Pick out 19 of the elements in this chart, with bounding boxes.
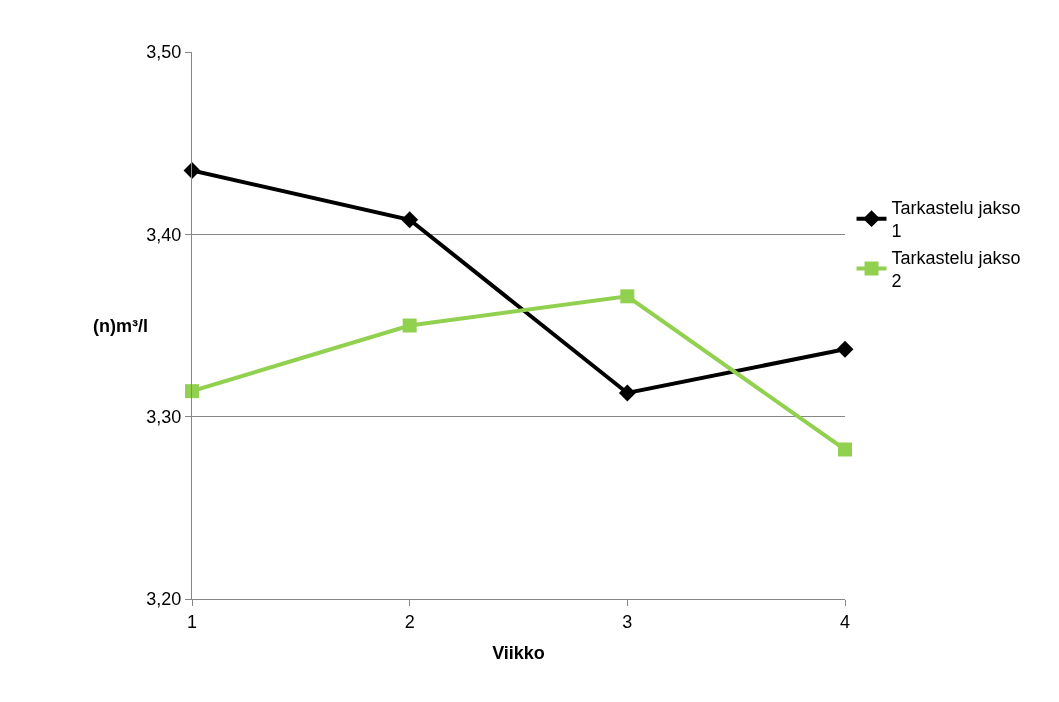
point: [401, 211, 419, 229]
point: [838, 442, 852, 457]
point: [185, 384, 199, 399]
x-axis-title: Viikko: [492, 642, 545, 663]
point: [402, 318, 417, 333]
point: [618, 384, 636, 402]
x-tick-label: 1: [186, 611, 198, 632]
x-tick-label: 4: [839, 611, 851, 632]
y-tick-label: 3,20: [146, 589, 182, 610]
point: [620, 289, 635, 304]
x-tick-label: 3: [622, 611, 633, 632]
y-tick-label: 3,40: [146, 224, 182, 245]
y-axis-title: (n)m³/l: [93, 316, 148, 336]
point: [836, 340, 854, 358]
legend-label: Tarkastelu jakso 1: [891, 197, 1021, 242]
y-tick-label: 3,50: [146, 42, 182, 63]
x-tick-label: 2: [404, 611, 415, 632]
legend-label: Tarkastelu jakso 2: [891, 247, 1021, 292]
y-tick-label: 3,30: [146, 406, 182, 427]
